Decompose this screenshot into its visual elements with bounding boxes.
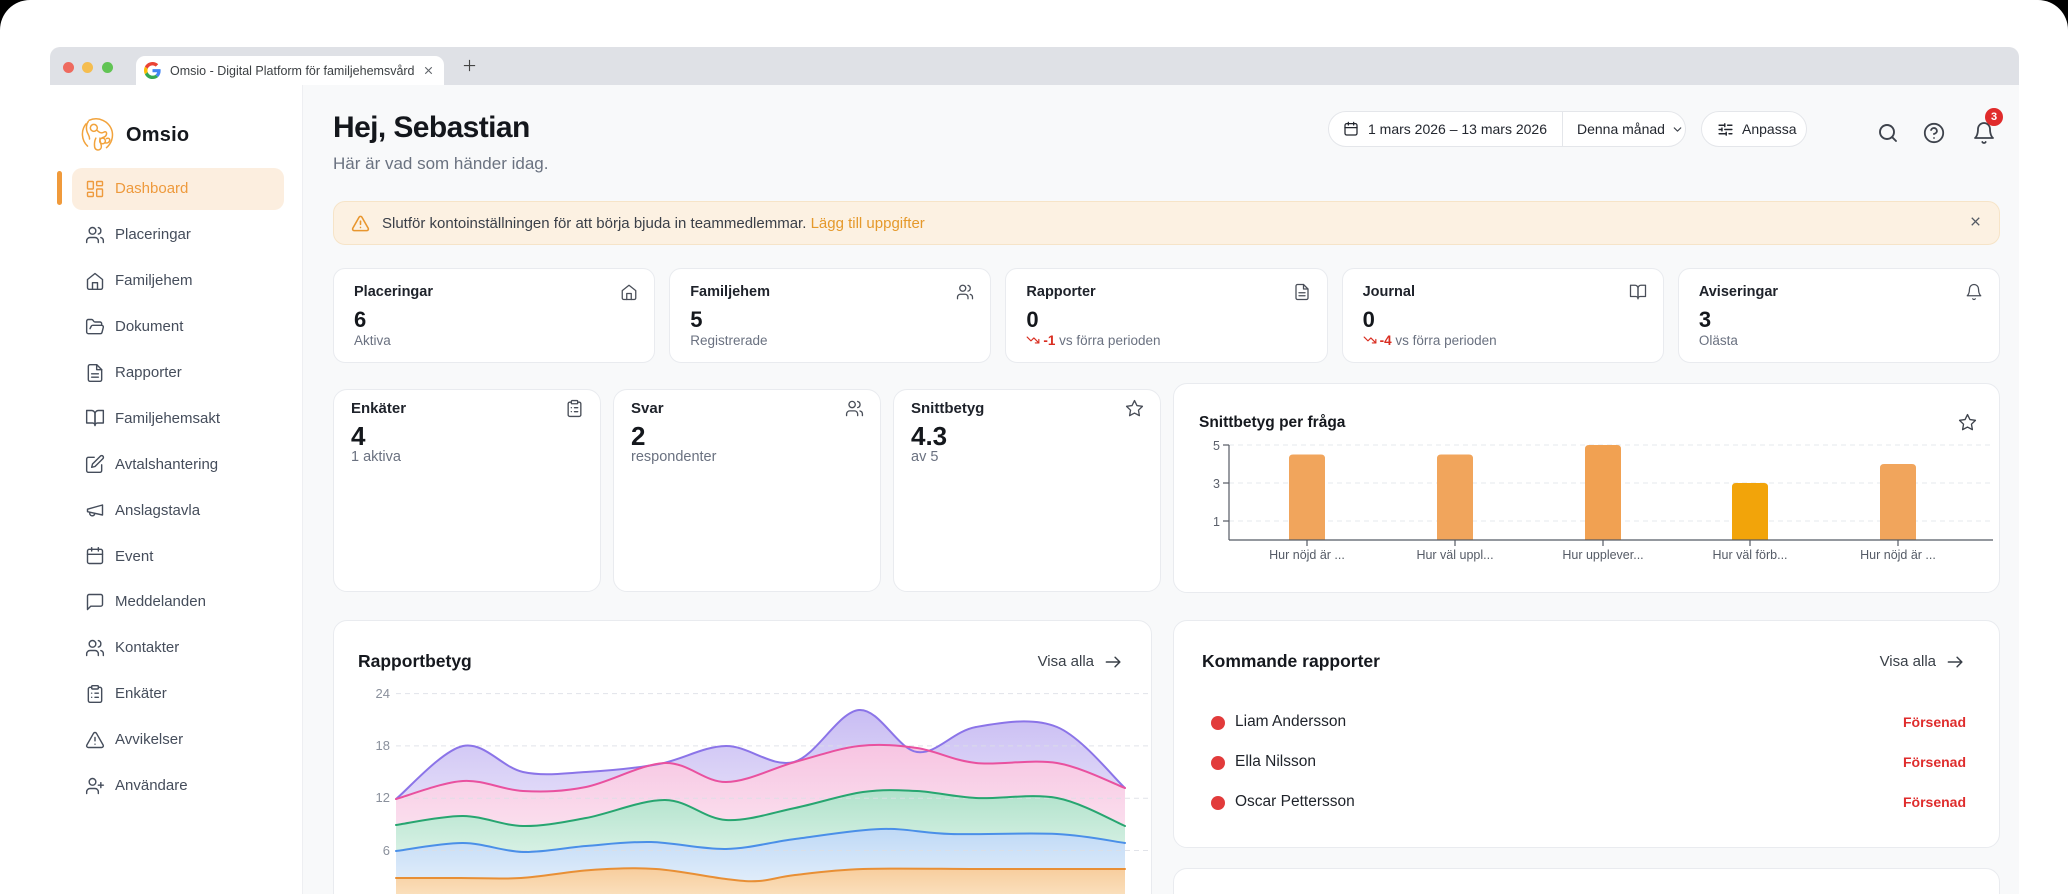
svg-text:Hur väl förb...: Hur väl förb... <box>1712 548 1787 562</box>
svg-text:12: 12 <box>376 790 390 805</box>
svg-text:6: 6 <box>383 843 390 858</box>
svg-text:Hur väl uppl...: Hur väl uppl... <box>1416 548 1493 562</box>
svg-text:5: 5 <box>1213 439 1220 453</box>
svg-text:Hur upplever...: Hur upplever... <box>1562 548 1643 562</box>
svg-text:18: 18 <box>376 738 390 753</box>
svg-text:3: 3 <box>1213 477 1220 491</box>
svg-text:24: 24 <box>376 686 390 701</box>
svg-text:Hur nöjd är ...: Hur nöjd är ... <box>1860 548 1936 562</box>
svg-text:1: 1 <box>1213 515 1220 529</box>
svg-text:Hur nöjd är ...: Hur nöjd är ... <box>1269 548 1345 562</box>
